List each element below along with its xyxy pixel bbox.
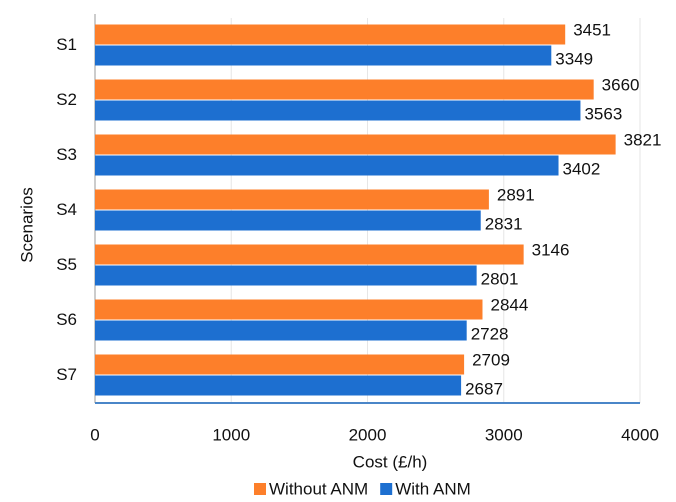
- bar: [95, 155, 559, 176]
- x-tick-label: 0: [90, 425, 99, 444]
- bar: [95, 45, 552, 66]
- data-label: 3451: [573, 20, 611, 39]
- bar: [95, 100, 581, 121]
- x-tick-label: 3000: [485, 425, 523, 444]
- x-tick-label: 2000: [349, 425, 387, 444]
- bar: [95, 79, 594, 100]
- bar: [95, 244, 524, 265]
- y-tick-label: S1: [56, 35, 77, 54]
- bar: [95, 375, 462, 396]
- data-label: 2831: [485, 214, 523, 233]
- y-tick-label: S5: [56, 255, 77, 274]
- legend-label: Without ANM: [269, 479, 368, 498]
- data-label: 2801: [481, 269, 519, 288]
- bar: [95, 210, 481, 231]
- legend-label: With ANM: [395, 479, 471, 498]
- data-label: 2709: [472, 350, 510, 369]
- legend-swatch: [380, 483, 393, 495]
- bar: [95, 320, 467, 341]
- legend-swatch: [254, 483, 266, 495]
- data-label: 3821: [624, 130, 662, 149]
- bar: [95, 354, 465, 375]
- data-label: 2891: [497, 185, 535, 204]
- data-label: 2844: [490, 295, 528, 314]
- data-label: 3563: [584, 104, 622, 123]
- data-label: 3349: [555, 49, 593, 68]
- bar: [95, 265, 477, 286]
- data-label: 2728: [471, 324, 509, 343]
- y-tick-label: S2: [56, 90, 77, 109]
- y-tick-label: S4: [56, 200, 77, 219]
- bar: [95, 24, 566, 45]
- y-tick-label: S3: [56, 145, 77, 164]
- bar: [95, 189, 489, 210]
- data-label: 2687: [465, 379, 503, 398]
- x-axis-label: Cost (£/h): [353, 452, 428, 471]
- bar: [95, 134, 616, 155]
- x-tick-label: 1000: [212, 425, 250, 444]
- data-label: 3402: [563, 159, 601, 178]
- bar: [95, 299, 483, 320]
- y-axis-label: Scenarios: [17, 187, 36, 263]
- data-label: 3660: [602, 75, 640, 94]
- x-tick-label: 4000: [621, 425, 659, 444]
- data-label: 3146: [532, 240, 570, 259]
- y-tick-label: S6: [56, 310, 77, 329]
- y-tick-label: S7: [56, 365, 77, 384]
